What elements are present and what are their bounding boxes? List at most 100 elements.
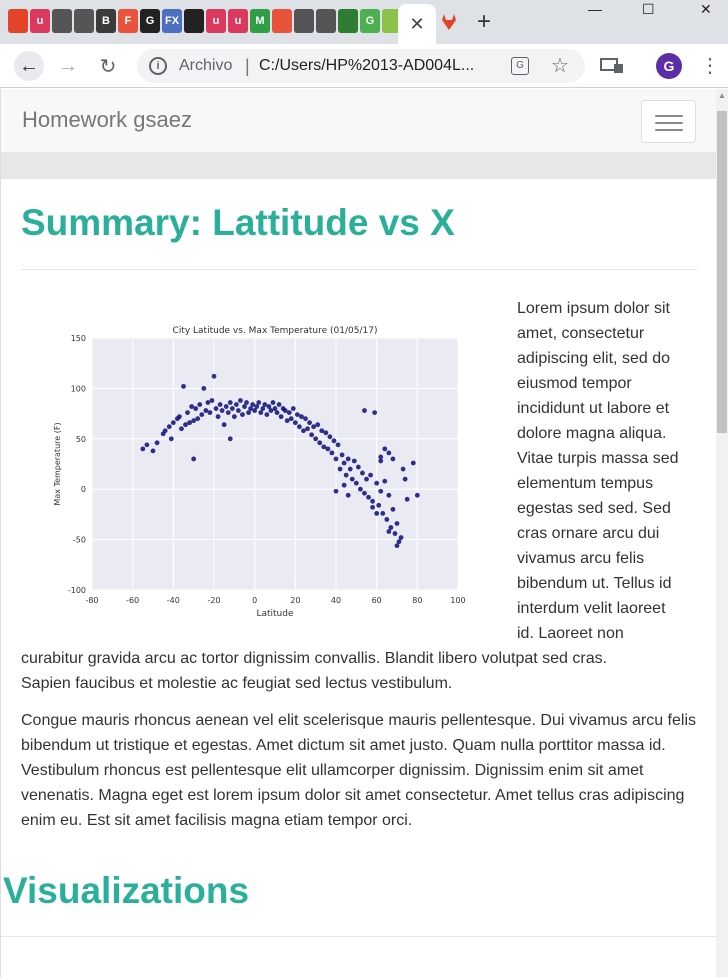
- data-point: [390, 506, 396, 512]
- data-point: [345, 456, 351, 462]
- pinned-tab-favicon-icon[interactable]: [272, 9, 292, 33]
- scatter-chart: -80 -60 -40 -20 0 20 40 60 80 100 -100 -50 0 50 100 150…: [53, 326, 466, 619]
- pinned-tab-favicon-icon[interactable]: [184, 9, 204, 33]
- site-label: Archivo: [179, 57, 233, 74]
- data-point: [266, 404, 272, 409]
- profile-avatar[interactable]: G: [656, 53, 682, 79]
- data-point: [166, 424, 172, 430]
- data-point: [170, 420, 176, 426]
- navbar-toggle-button[interactable]: [641, 100, 696, 143]
- data-point: [201, 386, 207, 391]
- pinned-tab-favicon-icon[interactable]: u: [30, 9, 50, 33]
- pinned-tab-favicon-icon[interactable]: G: [360, 9, 380, 33]
- pinned-tab-favicon-icon[interactable]: M: [250, 9, 270, 33]
- data-point: [221, 422, 227, 428]
- pinned-tab-favicon-icon[interactable]: G: [140, 9, 160, 33]
- new-tab-button[interactable]: +: [476, 8, 491, 35]
- data-point: [290, 406, 296, 411]
- bookmark-star-icon[interactable]: ☆: [551, 55, 569, 77]
- data-point: [181, 383, 186, 389]
- data-point: [374, 480, 380, 486]
- pinned-tab-favicon-icon[interactable]: u: [206, 9, 226, 33]
- data-point: [193, 406, 199, 411]
- pinned-tab-favicon-icon[interactable]: FX: [162, 9, 182, 33]
- pinned-tab-favicon-icon[interactable]: [8, 9, 28, 33]
- data-point: [185, 410, 190, 415]
- arrow-left-icon: ←: [19, 54, 39, 77]
- address-bar[interactable]: i Archivo | C:/Users/HP%2013-AD004L... G…: [137, 49, 585, 83]
- pinned-tab-favicon-icon[interactable]: [338, 9, 358, 33]
- divider: [1, 936, 716, 937]
- data-point: [183, 422, 188, 428]
- x-tick-label: 40: [331, 596, 341, 605]
- forward-button[interactable]: →: [54, 52, 82, 80]
- hamburger-bar-icon: [655, 122, 683, 124]
- data-point: [219, 408, 225, 413]
- browser-menu-icon[interactable]: ⋮: [700, 55, 720, 77]
- active-tab[interactable]: ✕: [398, 4, 436, 44]
- site-navbar: Homework gsaez: [1, 89, 716, 153]
- data-point: [386, 529, 392, 534]
- data-point: [321, 444, 327, 450]
- hamburger-bar-icon: [655, 115, 683, 117]
- data-point: [299, 414, 304, 420]
- data-point: [313, 436, 319, 442]
- info-icon[interactable]: i: [149, 57, 167, 75]
- data-point: [349, 476, 355, 482]
- url-text[interactable]: C:/Users/HP%2013-AD004L...: [259, 57, 475, 74]
- maximize-button[interactable]: ☐: [642, 1, 655, 17]
- paragraph-line: bibendum ut. Tellus id: [517, 575, 672, 592]
- pinned-tab-favicon-icon[interactable]: u: [228, 9, 248, 33]
- cast-icon[interactable]: [600, 57, 624, 75]
- data-point: [351, 458, 357, 464]
- data-point: [382, 446, 388, 452]
- data-point: [390, 456, 396, 462]
- pinned-tab-favicon-icon[interactable]: [74, 9, 94, 33]
- data-point: [303, 416, 308, 422]
- data-point: [323, 430, 329, 436]
- page-scrollbar[interactable]: ▲: [716, 89, 728, 977]
- x-tick-label: -80: [85, 596, 98, 605]
- pinned-tab-favicon-icon[interactable]: B: [96, 9, 116, 33]
- data-point: [140, 446, 146, 452]
- data-point: [191, 456, 197, 462]
- pinned-tab-favicon-icon[interactable]: [52, 9, 72, 33]
- minimize-button[interactable]: —: [588, 1, 602, 17]
- data-point: [333, 456, 339, 462]
- data-point: [392, 531, 398, 536]
- data-point: [297, 424, 302, 430]
- navbar-brand[interactable]: Homework gsaez: [22, 107, 192, 132]
- summary-paragraph-right: Lorem ipsum dolor sit amet, consectetur ad…: [517, 296, 697, 646]
- data-point: [368, 472, 373, 478]
- data-point: [343, 472, 349, 478]
- data-point: [398, 535, 404, 540]
- scroll-thumb[interactable]: [717, 111, 727, 433]
- data-point: [337, 466, 343, 472]
- close-tab-icon[interactable]: ✕: [409, 13, 425, 34]
- data-point: [282, 408, 288, 413]
- reload-button[interactable]: ↻: [94, 52, 122, 80]
- data-point: [246, 410, 251, 415]
- data-point: [250, 402, 256, 407]
- pinned-tab-favicon-icon[interactable]: [382, 9, 402, 33]
- data-point: [197, 402, 203, 407]
- data-point: [191, 418, 197, 424]
- gitlab-favicon-icon[interactable]: [440, 12, 458, 32]
- x-tick-label: -60: [126, 596, 139, 605]
- back-button[interactable]: ←: [14, 51, 44, 81]
- data-point: [378, 458, 384, 464]
- scroll-up-arrow-icon[interactable]: ▲: [718, 91, 726, 100]
- data-point: [248, 406, 254, 411]
- close-window-button[interactable]: ✕: [700, 1, 712, 17]
- pinned-tab-favicon-icon[interactable]: [316, 9, 336, 33]
- data-point: [227, 400, 233, 405]
- translate-icon[interactable]: G: [511, 57, 529, 75]
- data-point: [276, 402, 282, 407]
- data-point: [213, 406, 219, 411]
- paragraph-line: egestas sed sed. Sed: [517, 500, 671, 517]
- pinned-tab-favicon-icon[interactable]: F: [118, 9, 138, 33]
- data-point: [233, 402, 239, 407]
- reload-icon: ↻: [99, 55, 117, 78]
- data-point: [150, 448, 156, 454]
- pinned-tab-favicon-icon[interactable]: [294, 9, 314, 33]
